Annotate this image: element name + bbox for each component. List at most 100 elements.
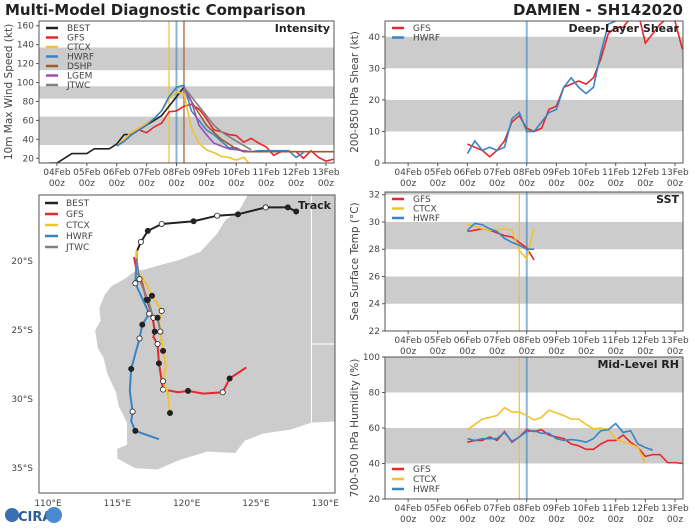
x-tick-label: 10Feb 00z bbox=[572, 168, 600, 189]
track-point-ctcx bbox=[160, 347, 167, 354]
y-tick-label: 24 bbox=[369, 300, 381, 310]
x-tick-label: 115°E bbox=[104, 499, 132, 509]
x-tick-hour: 00z bbox=[667, 347, 683, 357]
x-tick-hour: 00z bbox=[459, 179, 475, 189]
x-tick-date: 11Feb bbox=[602, 336, 630, 346]
track-point-best bbox=[293, 208, 300, 215]
panel-title: SST bbox=[656, 193, 679, 206]
axes-frame bbox=[38, 20, 335, 164]
x-tick-date: 10Feb bbox=[572, 504, 600, 514]
x-tick-label: 110°E bbox=[34, 499, 62, 509]
y-tick-label: 0 bbox=[374, 159, 380, 169]
x-tick-label: 07Feb 00z bbox=[133, 168, 161, 189]
legend-label: HWRF bbox=[67, 53, 94, 63]
x-tick-hour: 00z bbox=[548, 347, 564, 357]
x-tick-label: 06Feb 00z bbox=[454, 168, 482, 189]
x-tick-date: 10Feb bbox=[572, 336, 600, 346]
track-point-ctcx bbox=[167, 409, 174, 416]
x-tick-label: 05Feb 00z bbox=[73, 168, 101, 189]
x-tick-date: 04Feb bbox=[394, 504, 422, 514]
y-tick-label: 60 bbox=[23, 116, 35, 126]
track-point-hwrf bbox=[132, 427, 139, 434]
intensity-series-best bbox=[49, 86, 185, 163]
x-tick-label: 09Feb 00z bbox=[543, 504, 571, 525]
x-tick-label: 11Feb 00z bbox=[252, 168, 280, 189]
y-axis-label: 10m Max Wind Speed (kt) bbox=[3, 24, 15, 160]
x-tick-hour: 00z bbox=[578, 515, 594, 525]
track-point-best bbox=[262, 204, 269, 211]
x-tick-label: 120°E bbox=[173, 499, 201, 509]
x-tick-label: 10Feb 00z bbox=[572, 336, 600, 357]
track-point-hwrf bbox=[128, 365, 135, 372]
legend-label: GFS bbox=[413, 24, 431, 34]
x-tick-date: 05Feb bbox=[424, 504, 452, 514]
track-panel: 110°E 115°E 120°E 125°E 130°E 20°S 25°S 30°S 35°… bbox=[11, 194, 340, 509]
track-point-ctcx bbox=[148, 292, 155, 299]
x-tick-hour: 00z bbox=[578, 179, 594, 189]
intensity-series-lgem bbox=[183, 86, 252, 153]
track-point-jtwc bbox=[154, 314, 161, 321]
x-tick-date: 13Feb bbox=[312, 168, 340, 178]
y-tick-label: 25°S bbox=[11, 326, 33, 336]
track-point-gfs bbox=[151, 328, 158, 335]
y-tick-label: 26 bbox=[369, 272, 381, 282]
x-tick-date: 04Feb bbox=[394, 336, 422, 346]
y-axis-label: Sea Surface Temp (°C) bbox=[349, 202, 361, 320]
rh-plot-area bbox=[385, 357, 683, 499]
x-tick-label: 12Feb 00z bbox=[632, 504, 660, 525]
panel-title: Mid-Level RH bbox=[597, 358, 679, 371]
x-tick-label: 09Feb 00z bbox=[543, 168, 571, 189]
x-tick-date: 04Feb bbox=[43, 168, 71, 178]
track-point-jtwc bbox=[136, 276, 143, 283]
legend-label: GFS bbox=[67, 34, 85, 44]
x-tick-hour: 00z bbox=[519, 515, 535, 525]
cloud-icon bbox=[46, 507, 62, 523]
track-point-hwrf bbox=[136, 335, 143, 342]
x-tick-hour: 00z bbox=[228, 179, 244, 189]
track-point-gfs bbox=[219, 389, 226, 396]
y-tick-label: 20 bbox=[23, 154, 35, 164]
x-tick-date: 09Feb bbox=[543, 504, 571, 514]
x-tick-hour: 00z bbox=[637, 515, 653, 525]
australia-land bbox=[95, 195, 335, 470]
x-tick-label: 11Feb 00z bbox=[602, 168, 630, 189]
track-map bbox=[95, 195, 335, 470]
y-axis-label: 200-850 hPa Shear (kt) bbox=[349, 31, 361, 153]
legend-label: BEST bbox=[67, 24, 91, 34]
axes-frame bbox=[384, 191, 684, 332]
x-tick-label: 07Feb 00z bbox=[483, 504, 511, 525]
x-tick-label: 11Feb 00z bbox=[602, 504, 630, 525]
x-tick-hour: 00z bbox=[459, 347, 475, 357]
track-point-gfs bbox=[154, 340, 161, 347]
legend-label: GFS bbox=[66, 210, 84, 220]
x-tick-date: 13Feb bbox=[661, 336, 689, 346]
y-tick-label: 30 bbox=[369, 218, 381, 228]
x-tick-label: 05Feb 00z bbox=[424, 168, 452, 189]
category-band bbox=[385, 36, 683, 69]
x-tick-label: 07Feb 00z bbox=[483, 168, 511, 189]
x-tick-label: 130°E bbox=[312, 499, 340, 509]
panel-title: Deep-Layer Shear bbox=[568, 22, 679, 35]
legend-label: HWRF bbox=[413, 34, 440, 44]
category-band bbox=[385, 221, 683, 250]
x-tick-date: 12Feb bbox=[632, 504, 660, 514]
x-tick-label: 09Feb 00z bbox=[193, 168, 221, 189]
track-point-best bbox=[144, 227, 151, 234]
x-tick-label: 08Feb 00z bbox=[163, 168, 191, 189]
x-tick-label: 06Feb 00z bbox=[454, 336, 482, 357]
x-tick-date: 07Feb bbox=[483, 336, 511, 346]
legend-label: GFS bbox=[413, 195, 431, 205]
x-tick-label: 04Feb 00z bbox=[394, 336, 422, 357]
y-tick-label: 35°S bbox=[11, 464, 33, 474]
x-tick-label: 13Feb 00z bbox=[661, 504, 689, 525]
sst-series-hwrf bbox=[466, 222, 535, 251]
track-point-ctcx bbox=[158, 307, 165, 314]
x-tick-hour: 00z bbox=[400, 515, 416, 525]
track-point-hwrf bbox=[132, 280, 139, 287]
x-tick-label: 13Feb 00z bbox=[661, 168, 689, 189]
y-tick-label: 40 bbox=[369, 460, 381, 470]
x-tick-label: 11Feb 00z bbox=[602, 336, 630, 357]
x-tick-date: 12Feb bbox=[282, 168, 310, 178]
x-tick-hour: 00z bbox=[400, 347, 416, 357]
x-tick-date: 09Feb bbox=[193, 168, 221, 178]
